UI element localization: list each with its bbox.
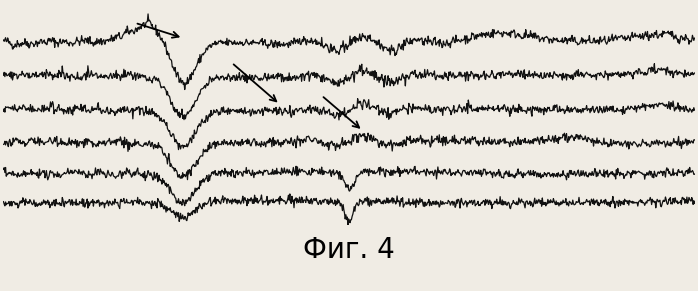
Text: Фиг. 4: Фиг. 4 bbox=[303, 236, 395, 264]
